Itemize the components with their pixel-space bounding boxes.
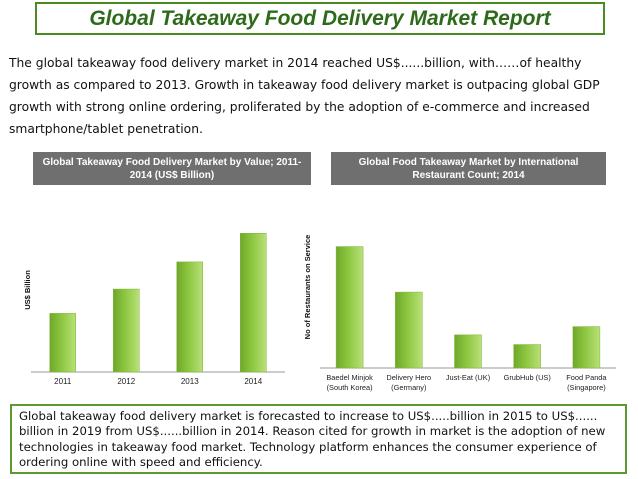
bar (335, 246, 364, 369)
bar (572, 326, 601, 369)
bar (176, 261, 203, 373)
y-axis-label: US$ Billion (23, 270, 32, 310)
market-value-bar-chart: US$ Billion 2011 2012 2013 2014 (23, 233, 285, 386)
chart-title-restaurant-count: Global Food Takeaway Market by Internati… (331, 152, 606, 185)
x-tick-label: Delivery Hero (Germany) (386, 373, 431, 392)
report-title: Global Takeaway Food Delivery Market Rep… (89, 6, 551, 30)
chart-title-market-value: Global Takeaway Food Delivery Market by … (33, 152, 311, 185)
bar (49, 313, 76, 373)
bar (113, 288, 140, 373)
bar (395, 291, 423, 369)
summary-box: Global takeaway food delivery market is … (10, 404, 627, 474)
x-tick-label: GrubHub (US) (504, 373, 551, 382)
x-tick-label: 2011 (54, 377, 72, 386)
bar (454, 334, 482, 369)
x-tick-label: 2013 (181, 377, 199, 386)
bar (513, 344, 541, 369)
x-tick-label: Baedel Minjok (South Korea) (326, 373, 373, 392)
y-axis-label: No of Restaurants on Service (303, 235, 312, 340)
x-tick-label: 2012 (117, 377, 135, 386)
intro-paragraph: The global takeaway food delivery market… (9, 56, 600, 136)
summary-text: Global takeaway food delivery market is … (19, 409, 606, 470)
bar (240, 233, 267, 373)
restaurant-count-bar-chart: No of Restaurants on Service Baedel Minjo… (303, 235, 616, 392)
x-tick-label: Food Panda (Singapore) (566, 373, 607, 392)
report-title-box: Global Takeaway Food Delivery Market Rep… (35, 2, 605, 35)
x-tick-label: Just-Eat (UK) (446, 373, 490, 382)
x-tick-label: 2014 (244, 377, 262, 386)
